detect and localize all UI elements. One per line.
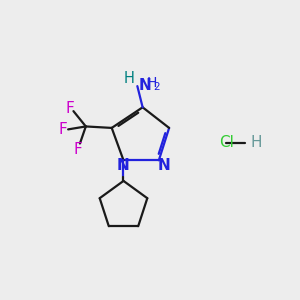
Text: N: N	[116, 158, 129, 173]
Text: F: F	[65, 101, 74, 116]
Text: H: H	[250, 135, 262, 150]
Text: H: H	[124, 71, 134, 86]
Text: Cl: Cl	[219, 135, 234, 150]
Text: H: H	[147, 76, 158, 91]
Text: F: F	[58, 122, 67, 137]
Text: N: N	[139, 78, 152, 93]
Text: N: N	[158, 158, 170, 173]
Text: 2: 2	[154, 82, 160, 92]
Text: F: F	[73, 142, 82, 157]
